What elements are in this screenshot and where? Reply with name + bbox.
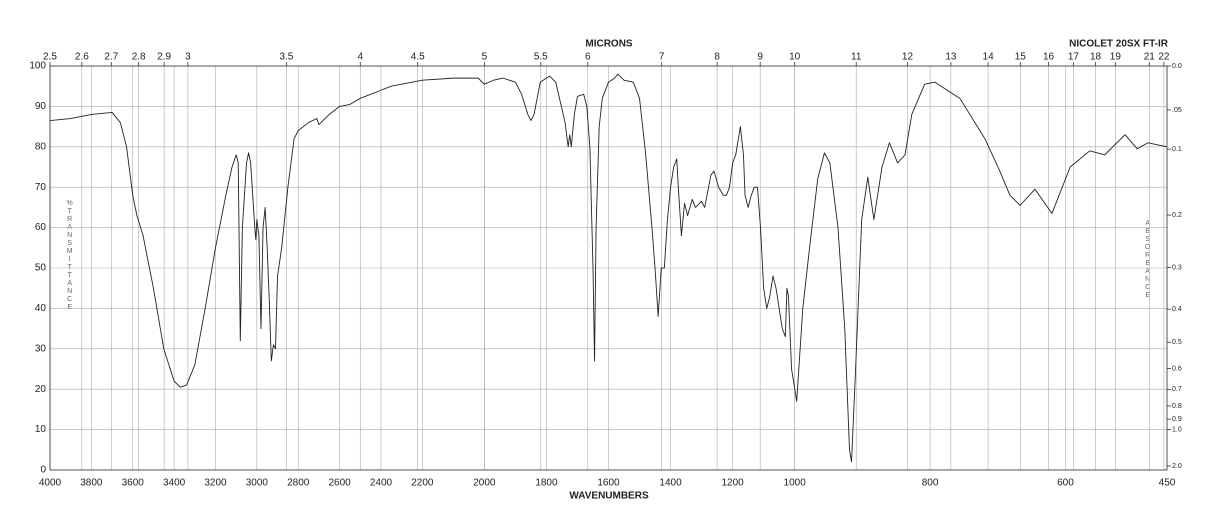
y-tick-label: 50 [35, 263, 47, 274]
top-tick-label: 4.5 [411, 52, 425, 63]
top-tick-label: 9 [757, 52, 763, 63]
x-tick-label: 2800 [287, 478, 310, 489]
top-tick-label: 4 [357, 52, 363, 63]
top-tick-label: 14 [983, 52, 995, 63]
y-tick-label: 60 [35, 222, 47, 233]
top-axis-label: MICRONS [585, 39, 633, 50]
top-tick-label: 3 [185, 52, 191, 63]
chart-title: NICOLET 20SX FT-IR [1069, 39, 1169, 50]
x-tick-label: 2600 [328, 478, 351, 489]
x-tick-label: 1000 [784, 478, 807, 489]
y2-tick-label: 0.5 [1172, 339, 1182, 346]
top-tick-label: 11 [851, 52, 862, 63]
y-tick-label: 40 [35, 303, 47, 314]
y-tick-label: 20 [35, 384, 47, 395]
top-tick-label: 3.5 [279, 52, 293, 63]
top-tick-label: 2.5 [43, 52, 57, 63]
y-tick-label: 90 [35, 101, 47, 112]
x-tick-label: 3800 [80, 478, 103, 489]
y2-axis-label: ABSORBANCE [1144, 220, 1151, 300]
x-tick-label: 800 [922, 478, 939, 489]
top-tick-label: 13 [945, 52, 957, 63]
y2-tick-label: 1.0 [1172, 426, 1182, 433]
top-tick-label: 12 [902, 52, 914, 63]
x-tick-label: 1800 [535, 478, 558, 489]
top-tick-label: 6 [585, 52, 591, 63]
top-tick-label: 2.6 [75, 52, 89, 63]
x-tick-label: 3000 [246, 478, 269, 489]
y-tick-label: 70 [35, 182, 47, 193]
top-tick-label: 2.9 [157, 52, 171, 63]
plot-frame [49, 65, 1168, 471]
y2-tick-label: 2.0 [1172, 463, 1182, 470]
top-tick-label: 19 [1110, 52, 1122, 63]
y2-tick-label: 0.4 [1172, 306, 1182, 313]
x-tick-label: 4000 [39, 478, 62, 489]
y-tick-label: 10 [35, 424, 47, 435]
x-axis-label: WAVENUMBERS [569, 491, 649, 502]
top-tick-label: 8 [714, 52, 720, 63]
x-tick-label: 1600 [597, 478, 620, 489]
top-tick-label: 5 [482, 52, 488, 63]
x-tick-label: 1200 [721, 478, 744, 489]
x-tick-label: 2200 [411, 478, 434, 489]
y-tick-label: 100 [29, 61, 46, 72]
y-tick-label: 30 [35, 343, 47, 354]
y2-tick-label: 0.1 [1172, 146, 1182, 153]
y2-tick-label: 0.6 [1172, 365, 1182, 372]
top-tick-label: 10 [789, 52, 801, 63]
top-tick-label: 21 [1144, 52, 1156, 63]
top-tick-label: 2.7 [104, 52, 118, 63]
y2-tick-label: .05 [1172, 107, 1182, 114]
y2-tick-label: 0.9 [1172, 416, 1182, 423]
y-tick-label: 0 [40, 465, 46, 476]
top-tick-label: 15 [1015, 52, 1027, 63]
y-tick-label: 80 [35, 141, 47, 152]
x-tick-label: 3600 [122, 478, 145, 489]
y2-tick-label: 0.2 [1172, 212, 1182, 219]
top-tick-label: 7 [659, 52, 665, 63]
spectrum-line [49, 73, 1168, 463]
y2-tick-label: 0.3 [1172, 264, 1182, 271]
y2-tick-label: 0.8 [1172, 403, 1182, 410]
top-tick-label: 17 [1068, 52, 1080, 63]
top-tick-label: 18 [1090, 52, 1102, 63]
top-tick-label: 16 [1043, 52, 1055, 63]
x-tick-label: 2400 [370, 478, 393, 489]
y2-tick-label: 0.0 [1172, 63, 1182, 70]
x-tick-label: 1400 [659, 478, 682, 489]
y-axis-label: %TRANSMITTANCE [66, 200, 73, 312]
top-tick-label: 5.5 [534, 52, 548, 63]
x-tick-label: 2000 [473, 478, 496, 489]
top-tick-label: 22 [1158, 52, 1170, 63]
x-tick-label: 3400 [163, 478, 186, 489]
x-tick-label: 3200 [204, 478, 227, 489]
y2-tick-label: 0.7 [1172, 386, 1182, 393]
x-tick-label: 600 [1057, 478, 1074, 489]
x-tick-label: 450 [1159, 478, 1176, 489]
top-tick-label: 2.8 [132, 52, 146, 63]
